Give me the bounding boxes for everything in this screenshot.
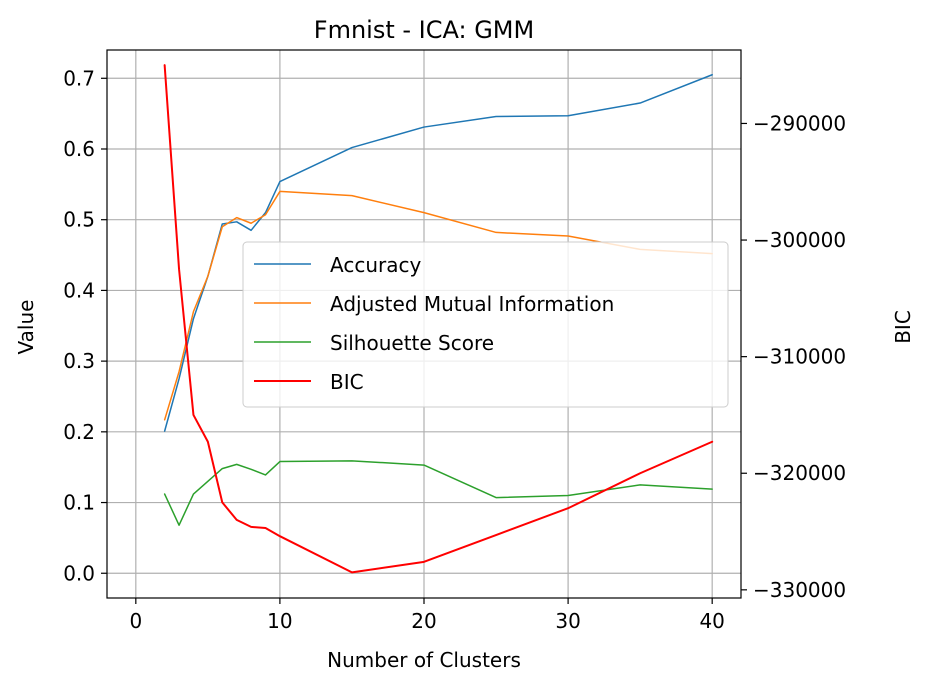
series-line-adjusted-mutual-information: [163, 190, 713, 421]
legend-label-ami: Adjusted Mutual Information: [330, 292, 614, 316]
legend-box: [242, 241, 729, 408]
chart-title: Fmnist - ICA: GMM: [314, 16, 534, 44]
legend-label-bic: BIC: [330, 370, 364, 394]
y-axis-left: 0.0 0.1 0.2 0.3 0.4 0.5 0.6 0.7: [63, 66, 107, 585]
y-tick-label: 0.7: [63, 66, 95, 90]
legend: Accuracy Adjusted Mutual Information Sil…: [242, 241, 729, 408]
y-tick-label: 0.3: [63, 349, 95, 373]
series-layer: [163, 64, 714, 574]
y-tick-label: 0.0: [63, 561, 95, 585]
x-tick-label: 0: [129, 609, 142, 633]
y-tick-label: 0.4: [63, 278, 95, 302]
y2-tick-label: −330000: [753, 578, 846, 602]
y2-tick-label: −290000: [753, 111, 846, 135]
x-axis-title: Number of Clusters: [327, 648, 521, 672]
y-tick-label: 0.1: [63, 491, 95, 515]
y-axis-right: −330000 −320000 −310000 −300000 −290000: [741, 111, 846, 602]
x-tick-label: 30: [555, 609, 580, 633]
series-line-bic: [163, 64, 714, 574]
y-tick-label: 0.5: [63, 208, 95, 232]
y2-axis-title: BIC: [891, 310, 915, 344]
y2-tick-label: −320000: [753, 461, 846, 485]
x-tick-label: 20: [411, 609, 436, 633]
legend-label-accuracy: Accuracy: [330, 253, 421, 277]
x-axis: 0 10 20 30 40: [129, 598, 725, 633]
y-axis-title: Value: [14, 300, 38, 355]
y-tick-label: 0.2: [63, 420, 95, 444]
x-tick-label: 10: [267, 609, 292, 633]
y-tick-label: 0.6: [63, 137, 95, 161]
series-line-silhouette-score: [163, 460, 713, 526]
y2-tick-label: −300000: [753, 228, 846, 252]
series-line-accuracy: [163, 74, 713, 432]
y2-tick-label: −310000: [753, 345, 846, 369]
x-tick-label: 40: [699, 609, 724, 633]
legend-label-silhouette: Silhouette Score: [330, 331, 494, 355]
